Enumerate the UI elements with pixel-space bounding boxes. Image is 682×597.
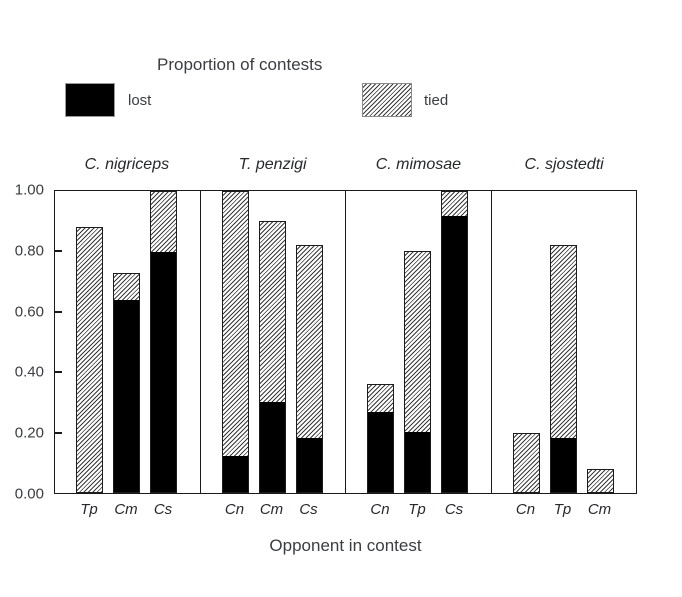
y-tick-label: 0.20 [14, 424, 44, 442]
x-tick-label: Tp [553, 501, 572, 518]
bar [76, 227, 103, 493]
y-tick-mark [55, 250, 62, 253]
panel-title: T. penzigi [238, 156, 307, 173]
x-axis-title: Opponent in contest [269, 536, 422, 555]
bar-lost-segment [550, 438, 576, 492]
bar [549, 245, 577, 493]
bar [404, 251, 431, 493]
y-tick-mark [55, 371, 62, 374]
bar [258, 221, 286, 493]
y-tick-mark [55, 310, 62, 313]
panel-c-mimosae: Cn Tp Cs [346, 191, 492, 518]
plot-area: Tp Cm Cs Cn Cm Cs Cn Tp Cs Cn Tp Cm [54, 190, 637, 518]
y-tick-label: 0.60 [14, 303, 44, 321]
panel-title: C. mimosae [375, 156, 462, 173]
lost-label: lost [128, 92, 152, 109]
tied-swatch [362, 83, 412, 117]
x-tick-label: Cm [587, 501, 612, 518]
panel-t-penzigi: Cn Cm Cs [201, 191, 346, 518]
bar [295, 245, 323, 493]
bar-lost-segment [222, 456, 248, 492]
bar [150, 191, 177, 493]
bar-lost-segment [405, 432, 430, 492]
bar [586, 468, 614, 493]
tied-label: tied [424, 92, 449, 109]
bar [512, 432, 540, 493]
bar [441, 191, 468, 493]
bar [367, 384, 394, 493]
bar-lost-segment [114, 300, 139, 492]
bar-lost-segment [259, 402, 285, 492]
panel-titles-row: C. nigriceps T. penzigi C. mimosae C. sjost… [54, 156, 637, 178]
bar-lost-segment [368, 411, 393, 492]
y-tick-label: 0.80 [14, 242, 44, 260]
bar [221, 191, 249, 493]
panel-title: C. nigriceps [84, 156, 170, 173]
x-tick-label: Tp [408, 501, 426, 518]
y-tick-label: 0.00 [14, 485, 44, 503]
x-tick-label: Cn [224, 501, 245, 518]
x-tick-label: Cm [259, 501, 284, 518]
panel-title: C. sjostedti [524, 156, 604, 173]
legend-title: Proportion of contests [157, 55, 323, 74]
y-tick-label: 0.40 [14, 363, 44, 381]
lost-swatch [65, 83, 115, 117]
bar-lost-segment [151, 252, 176, 492]
y-axis-labels: 0.00 0.20 0.40 0.60 0.80 1.00 [0, 182, 48, 503]
x-tick-label: Cs [444, 501, 464, 518]
bar-lost-segment [442, 216, 467, 492]
x-tick-label: Cn [515, 501, 536, 518]
x-tick-label: Tp [80, 501, 98, 518]
x-tick-label: Cs [299, 501, 318, 518]
panel-c-sjostedti: Cn Tp Cm [492, 191, 637, 518]
bar [113, 272, 140, 493]
bar-lost-segment [296, 438, 322, 492]
y-tick-mark [55, 431, 62, 434]
x-tick-label: Cm [114, 501, 138, 518]
x-tick-label: Cs [153, 501, 173, 518]
panel-c-nigriceps: Tp Cm Cs [55, 191, 201, 518]
y-tick-label: 1.00 [14, 181, 44, 199]
x-tick-label: Cn [370, 501, 390, 518]
